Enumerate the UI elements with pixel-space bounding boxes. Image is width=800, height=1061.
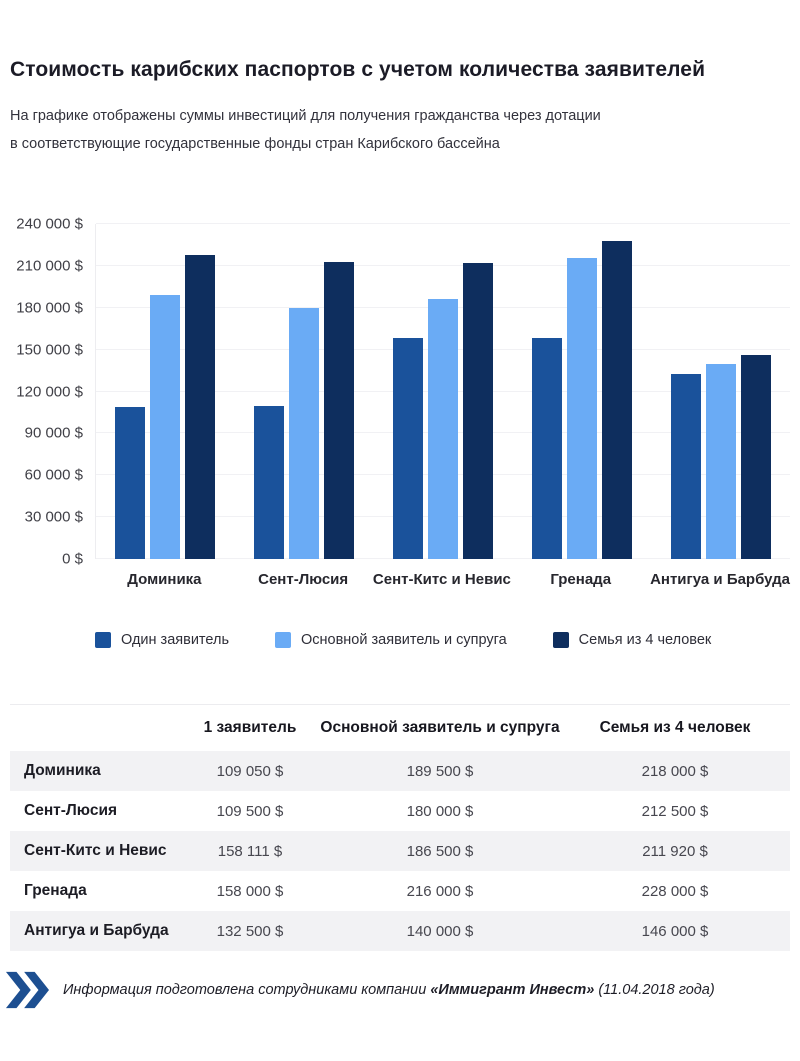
table-cell: 140 000 $ <box>406 922 474 940</box>
footer-note-suffix: (11.04.2018 года) <box>594 982 715 998</box>
legend-swatch <box>95 632 111 648</box>
bar <box>185 254 216 559</box>
price-table: 1 заявитель Основной заявитель и супруга С… <box>10 704 790 951</box>
bar <box>740 355 771 559</box>
legend-item: Основной заявитель и супруга <box>275 632 507 648</box>
x-tick-label: Антигуа и Барбуда <box>650 571 790 588</box>
double-chevron-right-icon <box>5 971 49 1009</box>
table-cell: 189 500 $ <box>406 762 474 780</box>
bar <box>601 240 632 559</box>
table-row-label: Сент-Люсия <box>24 802 118 819</box>
y-tick-label: 210 000 $ <box>16 257 83 275</box>
x-tick-label: Сент-Китс и Невис <box>372 571 511 588</box>
gridline <box>96 264 790 266</box>
table-row: Антигуа и Барбуда 132 500 $ 140 000 $ 146 0… <box>10 911 790 951</box>
table-row-label: Доминика <box>24 762 101 779</box>
page-subtitle: На графике отображены суммы инвестиций д… <box>10 108 601 152</box>
y-tick-label: 60 000 $ <box>24 466 83 484</box>
bar-groups <box>96 224 790 559</box>
bar <box>392 338 423 559</box>
bar-group <box>651 224 790 559</box>
table-cell: 132 500 $ <box>216 922 284 940</box>
bar-group <box>374 224 513 559</box>
table-cell: 109 500 $ <box>216 802 284 820</box>
footer-note: Информация подготовлена сотрудниками ком… <box>63 982 715 998</box>
footer-company-name: «Иммигрант Инвест» <box>430 982 595 998</box>
table-header-cell: Основной заявитель и супруга <box>320 719 560 736</box>
y-tick-label: 0 $ <box>62 550 83 568</box>
x-tick-label: Гренада <box>550 571 612 588</box>
gridline <box>96 223 790 224</box>
bar <box>254 406 285 559</box>
bar <box>150 294 181 559</box>
bar <box>115 406 146 559</box>
infographic-page: Стоимость карибских паспортов с учетом к… <box>0 58 800 1061</box>
legend-swatch <box>552 632 569 648</box>
table-row: Гренада 158 000 $ 216 000 $ 228 000 $ <box>10 871 790 911</box>
plot-area <box>95 223 790 559</box>
table-cell: 186 500 $ <box>406 842 474 860</box>
x-tick-label: Доминика <box>127 571 202 588</box>
y-axis: 0 $ 30 000 $ 60 000 $ 90 000 $ 120 000 $ 150 … <box>0 216 95 568</box>
legend: Один заявитель Основной заявитель и супру… <box>95 632 800 648</box>
y-tick-label: 240 000 $ <box>16 215 83 233</box>
table-cell: 180 000 $ <box>406 802 474 820</box>
y-tick-label: 150 000 $ <box>16 341 83 359</box>
legend-label: Основной заявитель и супруга <box>301 632 507 648</box>
table-row-label: Гренада <box>24 882 87 899</box>
y-tick-label: 180 000 $ <box>16 299 83 317</box>
table-row: Доминика 109 050 $ 189 500 $ 218 000 $ <box>10 751 790 791</box>
table-row: Сент-Китс и Невис 158 111 $ 186 500 $ 211 9… <box>10 831 790 871</box>
bar-group <box>512 224 651 559</box>
table-cell: 211 920 $ <box>642 842 708 860</box>
table-header-row: 1 заявитель Основной заявитель и супруга С… <box>10 705 790 751</box>
legend-label: Семья из 4 человек <box>578 632 712 648</box>
table-cell: 109 050 $ <box>216 762 284 780</box>
y-tick-label: 30 000 $ <box>24 508 83 526</box>
page-title: Стоимость карибских паспортов с учетом к… <box>10 58 706 81</box>
bar-group <box>96 224 235 559</box>
table-row: Сент-Люсия 109 500 $ 180 000 $ 212 500 $ <box>10 791 790 831</box>
y-tick-label: 120 000 $ <box>16 383 83 400</box>
table-row-label: Сент-Китс и Невис <box>24 842 167 859</box>
legend-swatch <box>275 632 291 648</box>
bar-chart: 0 $ 30 000 $ 60 000 $ 90 000 $ 120 000 $ 150 … <box>0 216 800 648</box>
bar <box>705 363 736 559</box>
bar <box>566 257 597 559</box>
legend-label: Один заявитель <box>121 632 229 648</box>
table-row-label: Антигуа и Барбуда <box>24 922 169 939</box>
bar <box>289 307 320 559</box>
table-cell: 218 000 $ <box>641 762 709 780</box>
table-header-cell: 1 заявитель <box>203 719 297 736</box>
chart-body: 0 $ 30 000 $ 60 000 $ 90 000 $ 120 000 $ 150 … <box>0 216 790 568</box>
bar-group <box>235 224 374 559</box>
legend-item: Семья из 4 человек <box>552 632 712 648</box>
table-header-cell: Семья из 4 человек <box>599 719 751 736</box>
x-axis: Доминика Сент-Люсия Сент-Китс и Невис Грена… <box>95 571 790 588</box>
table-cell: 158 111 $ <box>217 842 283 860</box>
x-tick-label: Сент-Люсия <box>258 571 349 588</box>
table-cell: 216 000 $ <box>406 882 474 900</box>
footer-note-prefix: Информация подготовлена сотрудниками ком… <box>63 982 431 998</box>
bar <box>324 262 355 559</box>
table-cell: 212 500 $ <box>641 802 709 820</box>
footer: Информация подготовлена сотрудниками ком… <box>5 967 790 1013</box>
bar <box>531 338 562 559</box>
bar <box>670 374 701 559</box>
table-cell: 158 000 $ <box>216 882 284 900</box>
bar <box>462 263 493 559</box>
y-tick-label: 90 000 $ <box>24 424 83 442</box>
table-cell: 146 000 $ <box>641 922 709 940</box>
legend-item: Один заявитель <box>95 632 229 648</box>
table-cell: 228 000 $ <box>641 882 709 900</box>
bar <box>427 298 458 559</box>
